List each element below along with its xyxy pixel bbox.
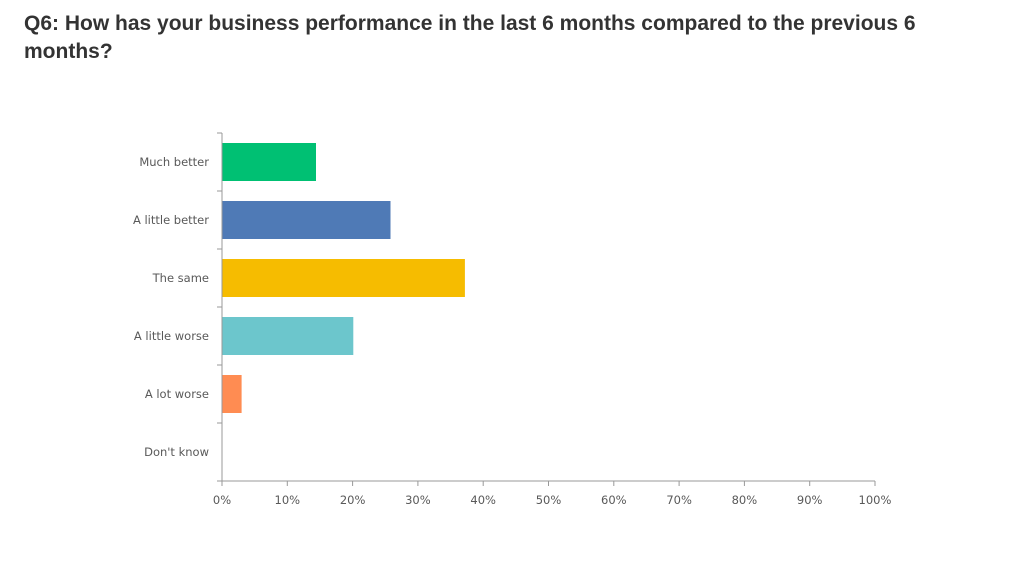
x-tick-label: 0% [213,493,231,507]
category-label: Don't know [144,445,209,459]
x-tick-label: 40% [470,493,496,507]
category-label: A lot worse [145,387,209,401]
x-tick-label: 70% [666,493,692,507]
bar [222,375,242,413]
bar [222,259,465,297]
bar [222,317,354,355]
category-label: Much better [139,155,209,169]
category-label: A little better [133,213,209,227]
bar [222,143,316,181]
x-tick-label: 100% [859,493,892,507]
category-label: A little worse [134,329,209,343]
category-label: The same [152,271,209,285]
x-tick-label: 20% [340,493,366,507]
x-tick-label: 30% [405,493,431,507]
x-tick-label: 80% [732,493,758,507]
bar [222,201,391,239]
x-tick-label: 60% [601,493,627,507]
slide-title: Q6: How has your business performance in… [24,12,916,63]
x-tick-label: 50% [536,493,562,507]
x-tick-label: 90% [797,493,823,507]
x-tick-label: 10% [275,493,301,507]
